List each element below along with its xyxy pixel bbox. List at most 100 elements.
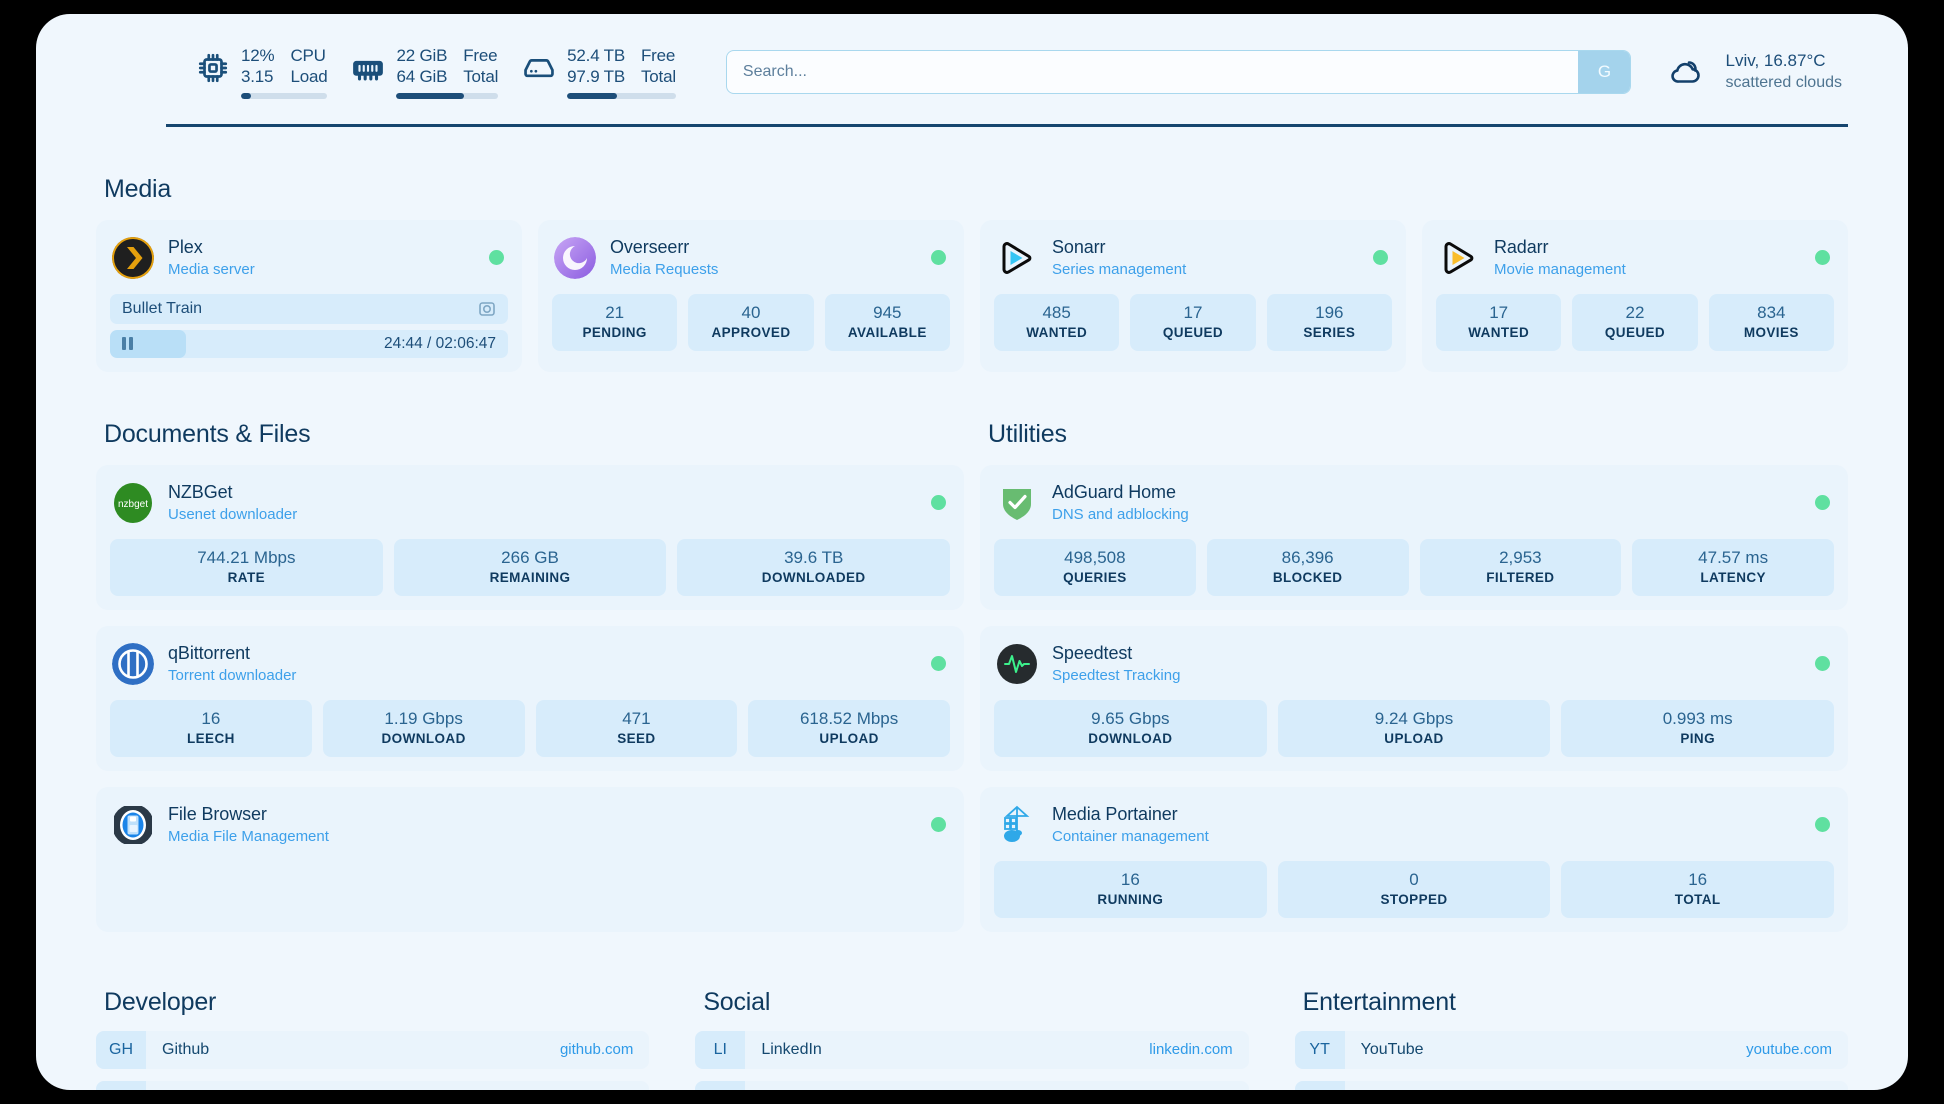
service-card-sonarr[interactable]: Sonarr Series management 485 WANTED 17 Q… xyxy=(980,219,1406,372)
stat-label: AVAILABLE xyxy=(847,324,927,340)
media-row: Plex Media server Bullet Train xyxy=(96,219,1848,372)
stat-tile: 86,396 BLOCKED xyxy=(1206,538,1409,596)
stat-tile: 485 WANTED xyxy=(994,293,1120,351)
stat-label: UPLOAD xyxy=(819,730,879,746)
status-indicator-online xyxy=(931,250,946,265)
service-name: Plex xyxy=(168,236,203,257)
stat-tile: 0.993 ms PING xyxy=(1561,699,1835,757)
service-card-filebrowser[interactable]: File Browser Media File Management xyxy=(96,786,964,932)
stat-value: 945 xyxy=(873,302,902,322)
stat-label: DOWNLOADED xyxy=(761,569,866,585)
weather-description: scattered clouds xyxy=(1725,74,1842,91)
service-card-portainer[interactable]: Media Portainer Container management 16 … xyxy=(980,786,1848,932)
bookmark-group-title: Social xyxy=(703,987,771,1016)
service-card-adguard[interactable]: AdGuard Home DNS and adblocking 498,508 … xyxy=(980,464,1848,610)
service-card-plex[interactable]: Plex Media server Bullet Train xyxy=(96,219,522,372)
search-input[interactable] xyxy=(726,63,1579,81)
bookmark-item[interactable]: LI LinkedIn linkedin.com xyxy=(695,1030,1249,1069)
stat-tile: 40 APPROVED xyxy=(688,293,814,351)
stat-value: 498,508 xyxy=(1064,547,1126,567)
service-card-speedtest[interactable]: Speedtest Speedtest Tracking 9.65 Gbps D… xyxy=(980,625,1848,771)
stat-value: 16 xyxy=(201,708,221,728)
memory-total-label: Total xyxy=(463,67,499,86)
content: Media Plex Media server xyxy=(36,175,1908,1091)
bookmark-item[interactable]: TW Twitter twitter.com xyxy=(695,1080,1249,1091)
card-header: qBittorrent Torrent downloader xyxy=(110,640,950,688)
bookmark-abbr: GH xyxy=(96,1030,146,1069)
bookmark-url: stackoverflow.com xyxy=(511,1081,650,1091)
stat-value: 17 xyxy=(1183,302,1203,322)
bookmark-item[interactable]: GH Github github.com xyxy=(96,1030,650,1069)
section-title-documents: Documents & Files xyxy=(104,419,311,448)
bookmark-url: youtube.com xyxy=(1746,1041,1832,1058)
bookmark-group-title: Developer xyxy=(104,987,217,1016)
service-card-nzbget[interactable]: nzbget NZBGet Usenet downloader 744.21 M… xyxy=(96,464,964,610)
speedtest-icon xyxy=(996,643,1038,685)
stat-tile: 9.65 Gbps DOWNLOAD xyxy=(994,699,1267,757)
bookmark-url: twitter.com xyxy=(1161,1081,1249,1091)
card-header: Sonarr Series management xyxy=(994,234,1392,282)
search-submit-button[interactable]: G xyxy=(1578,51,1631,93)
search-box[interactable]: G xyxy=(725,50,1632,94)
stat-label: BLOCKED xyxy=(1272,569,1343,585)
card-header: Media Portainer Container management xyxy=(994,801,1834,849)
card-header: AdGuard Home DNS and adblocking xyxy=(994,479,1834,527)
pause-icon[interactable] xyxy=(122,337,133,350)
stat-tile: 22 QUEUED xyxy=(1572,293,1698,351)
service-card-overseerr[interactable]: Overseerr Media Requests 21 PENDING 40 A… xyxy=(538,219,964,372)
radarr-icon xyxy=(1438,237,1480,279)
bookmark-group-social: Social LI LinkedIn linkedin.com TW Twitt… xyxy=(695,987,1249,1091)
service-stats: 16 RUNNING 0 STOPPED 16 TOTAL xyxy=(994,860,1835,918)
bookmark-item[interactable]: SO StackOverflow stackoverflow.com xyxy=(96,1080,650,1091)
stat-value: 9.24 Gbps xyxy=(1374,708,1454,728)
service-card-qbittorrent[interactable]: qBittorrent Torrent downloader 16 LEECH … xyxy=(96,625,964,771)
bookmark-group-title: Entertainment xyxy=(1302,987,1456,1016)
service-name: Overseerr xyxy=(610,236,690,257)
disk-usage-bar xyxy=(567,93,676,99)
service-card-radarr[interactable]: Radarr Movie management 17 WANTED 22 QUE… xyxy=(1422,219,1848,372)
stat-label: SEED xyxy=(617,730,656,746)
stat-value: 266 GB xyxy=(501,547,559,567)
status-indicator-online xyxy=(1815,817,1830,832)
status-indicator-online xyxy=(931,817,946,832)
service-subtitle: DNS and adblocking xyxy=(1052,505,1189,523)
disk-free-label: Free xyxy=(641,46,676,65)
memory-usage-bar xyxy=(396,93,499,99)
plex-icon xyxy=(112,236,154,279)
stat-value: 9.65 Gbps xyxy=(1091,708,1170,728)
svg-text:nzbget: nzbget xyxy=(118,499,148,510)
cloud-icon xyxy=(1665,50,1709,94)
stat-tile: 618.52 Mbps UPLOAD xyxy=(748,699,950,757)
bookmark-name: Netflix xyxy=(1345,1081,1761,1091)
stat-label: LEECH xyxy=(186,730,235,746)
stat-value: 40 xyxy=(741,302,761,322)
service-stats: 16 LEECH 1.19 Gbps DOWNLOAD 471 SEED 6 xyxy=(110,699,950,757)
now-playing-progress[interactable]: 24:44 / 02:06:47 xyxy=(110,329,508,358)
stat-label: APPROVED xyxy=(711,324,791,340)
qbittorrent-icon xyxy=(112,642,154,685)
stat-label: UPLOAD xyxy=(1384,730,1444,746)
stat-label: TOTAL xyxy=(1674,891,1721,907)
service-subtitle: Media File Management xyxy=(168,827,329,845)
stat-value: 39.6 TB xyxy=(784,547,844,567)
service-stats: 9.65 Gbps DOWNLOAD 9.24 Gbps UPLOAD 0.99… xyxy=(994,699,1835,757)
card-header: File Browser Media File Management xyxy=(110,801,950,849)
utilities-column: Utilities AdGuard Home DNS and adblockin… xyxy=(980,372,1848,932)
stat-tile: 471 SEED xyxy=(535,699,738,757)
service-name: Sonarr xyxy=(1052,236,1106,257)
stat-label: RUNNING xyxy=(1097,891,1164,907)
stat-label: PING xyxy=(1680,730,1715,746)
memory-stat: 22 GiB 64 GiB Free Total xyxy=(351,45,498,99)
bookmark-item[interactable]: NF Netflix netflix.com xyxy=(1294,1080,1848,1091)
bookmark-url: github.com xyxy=(559,1041,634,1058)
header-divider xyxy=(166,124,1848,127)
stat-tile: 834 MOVIES xyxy=(1708,293,1834,351)
stat-tile: 17 QUEUED xyxy=(1130,293,1256,351)
disk-total-value: 97.9 TB xyxy=(567,67,625,86)
stat-label: WANTED xyxy=(1468,324,1530,340)
stat-label: QUEUED xyxy=(1162,324,1224,340)
service-subtitle: Usenet downloader xyxy=(168,505,298,523)
status-indicator-online xyxy=(1815,250,1830,265)
cast-icon[interactable] xyxy=(478,300,496,318)
bookmark-item[interactable]: YT YouTube youtube.com xyxy=(1294,1030,1848,1069)
